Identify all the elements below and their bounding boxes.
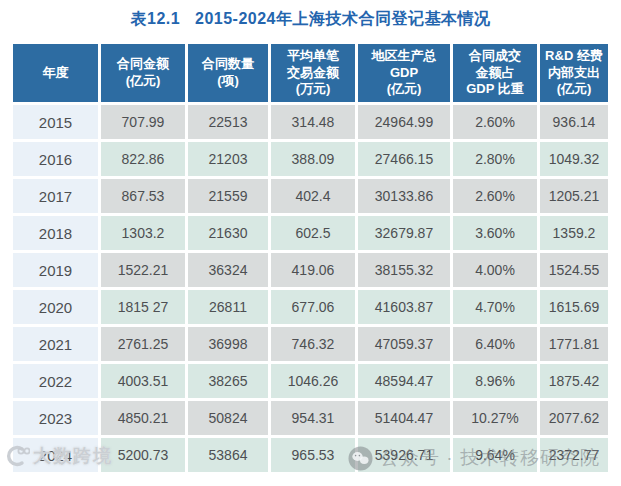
value-cell: 419.06 (271, 253, 355, 287)
table-row: 2022 4003.51382651046.2648594.478.96%187… (13, 364, 608, 398)
value-cell: 822.86 (101, 142, 185, 176)
value-cell: 677.06 (271, 290, 355, 324)
value-cell: 2.60% (453, 179, 537, 213)
table-row: 2017 867.5321559402.430133.862.60%1205.2… (13, 179, 608, 213)
value-cell: 36998 (188, 327, 268, 361)
value-cell: 4.00% (453, 253, 537, 287)
year-cell: 2024 (13, 438, 98, 472)
value-cell: 2.80% (453, 142, 537, 176)
value-cell: 1524.55 (540, 253, 608, 287)
year-cell: 2023 (13, 401, 98, 435)
value-cell: 32679.87 (358, 216, 450, 250)
value-cell: 1205.21 (540, 179, 608, 213)
year-cell: 2019 (13, 253, 98, 287)
value-cell: 1615.69 (540, 290, 608, 324)
value-cell: 1359.2 (540, 216, 608, 250)
value-cell: 26811 (188, 290, 268, 324)
value-cell: 21559 (188, 179, 268, 213)
value-cell: 746.32 (271, 327, 355, 361)
value-cell: 4850.21 (101, 401, 185, 435)
statistics-table: 年度合同金额 (亿元)合同数量 (项)平均单笔 交易金额 (万元)地区生产总 G… (10, 41, 611, 475)
value-cell: 1522.21 (101, 253, 185, 287)
table-row: 2023 4850.2150824954.3151404.4710.27%207… (13, 401, 608, 435)
value-cell: 1875.42 (540, 364, 608, 398)
value-cell: 24964.99 (358, 105, 450, 139)
year-cell: 2020 (13, 290, 98, 324)
value-cell: 41603.87 (358, 290, 450, 324)
value-cell: 48594.47 (358, 364, 450, 398)
value-cell: 2761.25 (101, 327, 185, 361)
value-cell: 2.60% (453, 105, 537, 139)
value-cell: 27466.15 (358, 142, 450, 176)
page: 表12.1 2015-2024年上海技术合同登记基本情况 年度合同金额 (亿元)… (0, 0, 621, 486)
value-cell: 21203 (188, 142, 268, 176)
value-cell: 402.4 (271, 179, 355, 213)
table-row: 2021 2761.2536998746.3247059.376.40%1771… (13, 327, 608, 361)
value-cell: 50824 (188, 401, 268, 435)
year-cell: 2015 (13, 105, 98, 139)
table-row: 2018 1303.221630602.532679.873.60%1359.2 (13, 216, 608, 250)
column-header: 合同金额 (亿元) (101, 44, 185, 102)
table-body: 2015 707.9922513314.4824964.992.60%936.1… (13, 105, 608, 472)
value-cell: 6.40% (453, 327, 537, 361)
value-cell: 2077.62 (540, 401, 608, 435)
value-cell: 4003.51 (101, 364, 185, 398)
table-row: 2024 5200.7353864965.5353926.719.64%2372… (13, 438, 608, 472)
year-cell: 2018 (13, 216, 98, 250)
value-cell: 936.14 (540, 105, 608, 139)
value-cell: 314.48 (271, 105, 355, 139)
value-cell: 1046.26 (271, 364, 355, 398)
value-cell: 22513 (188, 105, 268, 139)
value-cell: 2372.77 (540, 438, 608, 472)
value-cell: 1303.2 (101, 216, 185, 250)
value-cell: 4.70% (453, 290, 537, 324)
value-cell: 36324 (188, 253, 268, 287)
value-cell: 53864 (188, 438, 268, 472)
year-cell: 2021 (13, 327, 98, 361)
column-header: 合同成交 金额占 GDP 比重 (453, 44, 537, 102)
value-cell: 9.64% (453, 438, 537, 472)
header-row: 年度合同金额 (亿元)合同数量 (项)平均单笔 交易金额 (万元)地区生产总 G… (13, 44, 608, 102)
value-cell: 867.53 (101, 179, 185, 213)
table-row: 2019 1522.2136324419.0638155.324.00%1524… (13, 253, 608, 287)
year-cell: 2016 (13, 142, 98, 176)
table-row: 2016 822.8621203388.0927466.152.80%1049.… (13, 142, 608, 176)
column-header: 合同数量 (项) (188, 44, 268, 102)
value-cell: 1049.32 (540, 142, 608, 176)
value-cell: 47059.37 (358, 327, 450, 361)
table-title: 表12.1 2015-2024年上海技术合同登记基本情况 (0, 9, 621, 30)
value-cell: 602.5 (271, 216, 355, 250)
value-cell: 21630 (188, 216, 268, 250)
value-cell: 5200.73 (101, 438, 185, 472)
value-cell: 30133.86 (358, 179, 450, 213)
table-row: 2020 1815 2726811677.0641603.874.70%1615… (13, 290, 608, 324)
year-cell: 2022 (13, 364, 98, 398)
value-cell: 965.53 (271, 438, 355, 472)
value-cell: 38155.32 (358, 253, 450, 287)
value-cell: 954.31 (271, 401, 355, 435)
value-cell: 388.09 (271, 142, 355, 176)
value-cell: 3.60% (453, 216, 537, 250)
value-cell: 38265 (188, 364, 268, 398)
value-cell: 1771.81 (540, 327, 608, 361)
column-header: 地区生产总 GDP (亿元) (358, 44, 450, 102)
value-cell: 51404.47 (358, 401, 450, 435)
year-cell: 2017 (13, 179, 98, 213)
value-cell: 707.99 (101, 105, 185, 139)
value-cell: 10.27% (453, 401, 537, 435)
value-cell: 8.96% (453, 364, 537, 398)
column-header: 平均单笔 交易金额 (万元) (271, 44, 355, 102)
table-row: 2015 707.9922513314.4824964.992.60%936.1… (13, 105, 608, 139)
column-header: 年度 (13, 44, 98, 102)
value-cell: 1815 27 (101, 290, 185, 324)
column-header: R&D 经费 内部支出 (亿元) (540, 44, 608, 102)
value-cell: 53926.71 (358, 438, 450, 472)
